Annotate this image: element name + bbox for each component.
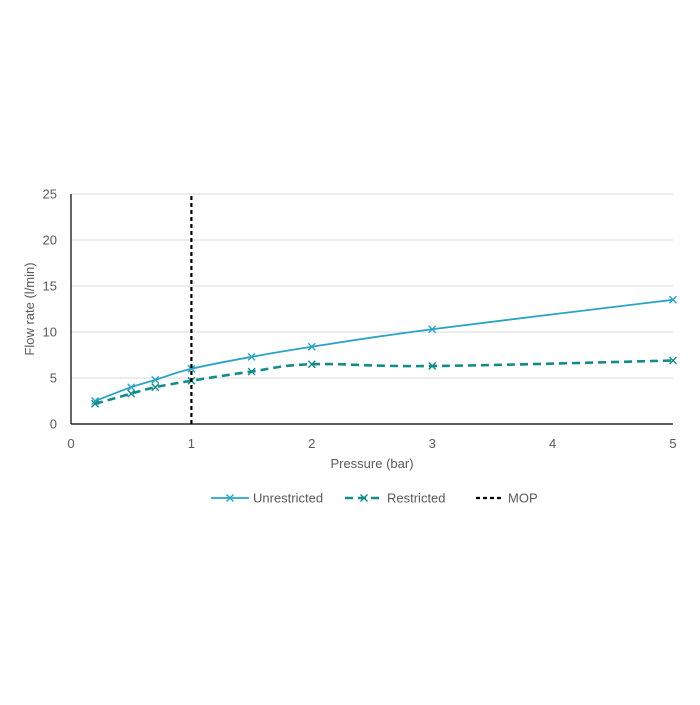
y-tick-label: 20 (43, 233, 57, 248)
y-tick-label: 5 (50, 371, 57, 386)
legend-marker-restricted (360, 494, 368, 502)
legend-label-unrestricted: Unrestricted (253, 491, 323, 506)
y-axis-title: Flow rate (l/min) (22, 262, 37, 355)
legend-label-mop: MOP (508, 491, 538, 506)
data-point-restricted (247, 367, 256, 376)
x-tick-label: 2 (308, 436, 315, 451)
data-point-restricted (91, 399, 100, 408)
y-tick-label: 15 (43, 279, 57, 294)
x-tick-label: 1 (188, 436, 195, 451)
data-point-restricted (669, 356, 677, 365)
y-tick-label: 25 (43, 187, 57, 202)
data-point-restricted (151, 383, 160, 392)
x-tick-label: 5 (669, 436, 676, 451)
data-point-unrestricted (151, 375, 160, 384)
y-tick-label: 0 (50, 417, 57, 432)
data-point-unrestricted (669, 295, 677, 304)
legend-marker-unrestricted (226, 494, 234, 502)
data-point-restricted (307, 360, 316, 369)
data-point-unrestricted (428, 325, 437, 334)
data-point-restricted (127, 389, 136, 398)
series-line-unrestricted (94, 298, 674, 402)
data-point-unrestricted (187, 364, 196, 373)
x-tick-label: 3 (429, 436, 436, 451)
x-tick-label: 0 (67, 436, 74, 451)
data-point-unrestricted (307, 342, 316, 351)
x-tick-label: 4 (549, 436, 556, 451)
data-point-unrestricted (127, 383, 136, 392)
series-line-restricted (94, 359, 674, 406)
legend-label-restricted: Restricted (387, 491, 446, 506)
data-point-unrestricted (247, 352, 256, 361)
x-axis-title: Pressure (bar) (330, 456, 413, 471)
y-tick-label: 10 (43, 325, 57, 340)
data-point-restricted (428, 362, 437, 371)
